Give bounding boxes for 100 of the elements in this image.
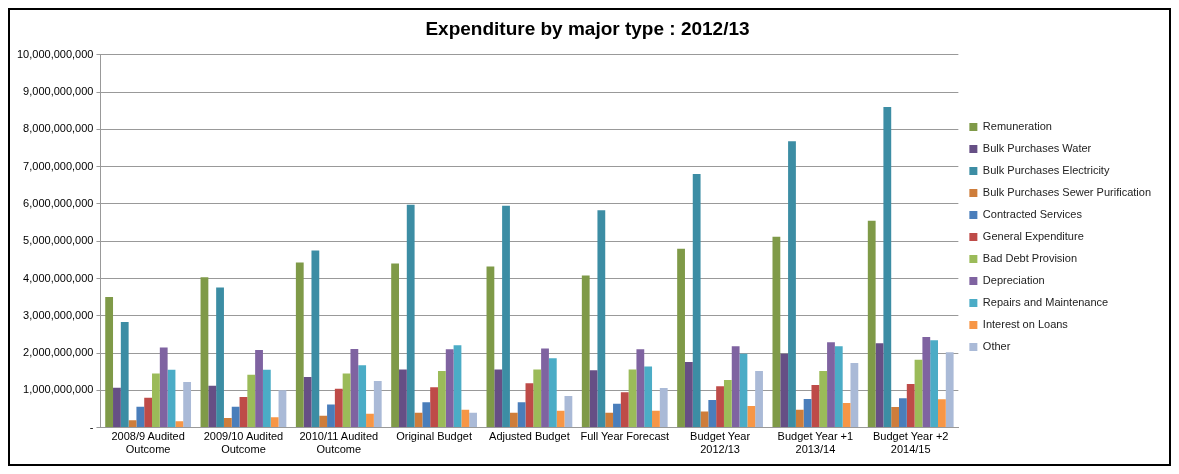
bar (509, 412, 518, 428)
legend-label: Interest on Loans (982, 318, 1069, 331)
y-tick-label: 8,000,000,000 (23, 122, 94, 135)
bar (136, 406, 145, 428)
bar (216, 287, 224, 428)
bar (938, 399, 946, 428)
legend-label: Bad Debt Provision (982, 252, 1078, 265)
bar (183, 382, 192, 428)
bar (128, 420, 137, 428)
bar (875, 343, 884, 428)
bar (295, 262, 304, 428)
bar (605, 412, 614, 428)
bar (517, 402, 526, 428)
bar (208, 385, 217, 428)
bar (262, 369, 271, 428)
legend-label: Bulk Purchases Electricity (982, 164, 1110, 177)
bar (399, 369, 407, 428)
bar (231, 406, 240, 428)
bar (120, 322, 129, 428)
y-tick-label: 1,000,000,000 (23, 383, 94, 396)
y-tick-label: 9,000,000,000 (23, 85, 94, 98)
y-tick-label: 4,000,000,000 (23, 271, 94, 284)
y-tick-label: 2,000,000,000 (23, 346, 94, 359)
y-tick-label: 5,000,000,000 (23, 234, 94, 247)
bar (819, 370, 828, 428)
bar (311, 250, 320, 428)
bar (445, 349, 454, 428)
bar (827, 342, 835, 428)
bar (437, 370, 446, 428)
bar (494, 369, 503, 428)
bar (716, 386, 724, 428)
bar (105, 297, 114, 428)
x-tick-label: Budget Year 2012/13 (690, 430, 751, 456)
chart-title: Expenditure by major type : 2012/13 (425, 17, 750, 39)
y-tick-label: 7,000,000,000 (23, 159, 94, 172)
bar (850, 363, 859, 428)
bar (834, 346, 843, 428)
x-tick-label: 2009/10 Audited Outcome (203, 430, 284, 456)
bar (525, 383, 534, 428)
bar (334, 388, 343, 428)
y-tick-label: 10,000,000,000 (16, 47, 94, 60)
bar (613, 403, 621, 428)
bar (366, 413, 374, 428)
bar (223, 417, 232, 428)
bar (469, 412, 477, 428)
bar (144, 397, 153, 428)
legend-label: Remuneration (982, 120, 1052, 133)
bar (270, 417, 279, 428)
bar (422, 402, 431, 428)
bar (788, 141, 796, 428)
bar (620, 392, 629, 428)
bar (373, 381, 382, 428)
bar (677, 248, 685, 428)
bar (327, 404, 335, 428)
bar (772, 236, 781, 428)
bar (453, 345, 462, 428)
bar (747, 405, 756, 428)
bar (541, 348, 549, 428)
bar (548, 358, 557, 428)
bar (899, 398, 907, 428)
bar (589, 370, 598, 428)
bar (883, 106, 892, 428)
bar (247, 374, 256, 428)
bar (175, 421, 184, 428)
x-tick-label: Adjusted Budget (489, 430, 570, 443)
bar (113, 387, 121, 428)
bar (659, 388, 668, 428)
bar (430, 387, 438, 428)
y-tick-label: 6,000,000,000 (23, 196, 94, 209)
bar (406, 204, 415, 428)
x-tick-label: 2008/9 Audited Outcome (111, 430, 185, 456)
bar (692, 174, 701, 428)
y-tick-label: - (89, 420, 94, 433)
bar (723, 379, 732, 428)
bar (636, 349, 645, 428)
bar (461, 409, 470, 428)
bar (255, 350, 263, 428)
bar (159, 347, 168, 428)
bar (922, 337, 931, 428)
y-tick-label: 3,000,000,000 (23, 308, 94, 321)
x-tick-label: Full Year Forecast (580, 430, 670, 443)
bar (556, 410, 565, 428)
legend-label: Other (982, 340, 1011, 353)
legend-label: Depreciation (982, 274, 1045, 287)
bar (780, 353, 789, 428)
bar (533, 369, 542, 428)
bar (319, 415, 328, 428)
x-tick-label: Original Budget (396, 430, 473, 443)
bar (391, 263, 399, 428)
legend-label: Bulk Purchases Water (982, 142, 1092, 155)
legend-label: Contracted Services (982, 208, 1083, 221)
legend-label: General Expenditure (982, 230, 1084, 243)
bar (906, 383, 915, 428)
bar (867, 220, 876, 428)
x-tick-label: Budget Year +2 2014/15 (872, 430, 949, 456)
bar (581, 275, 590, 428)
bar (795, 409, 804, 428)
x-tick-label: 2010/11 Audited Outcome (299, 430, 379, 456)
bar (358, 365, 367, 428)
bar (930, 340, 938, 428)
